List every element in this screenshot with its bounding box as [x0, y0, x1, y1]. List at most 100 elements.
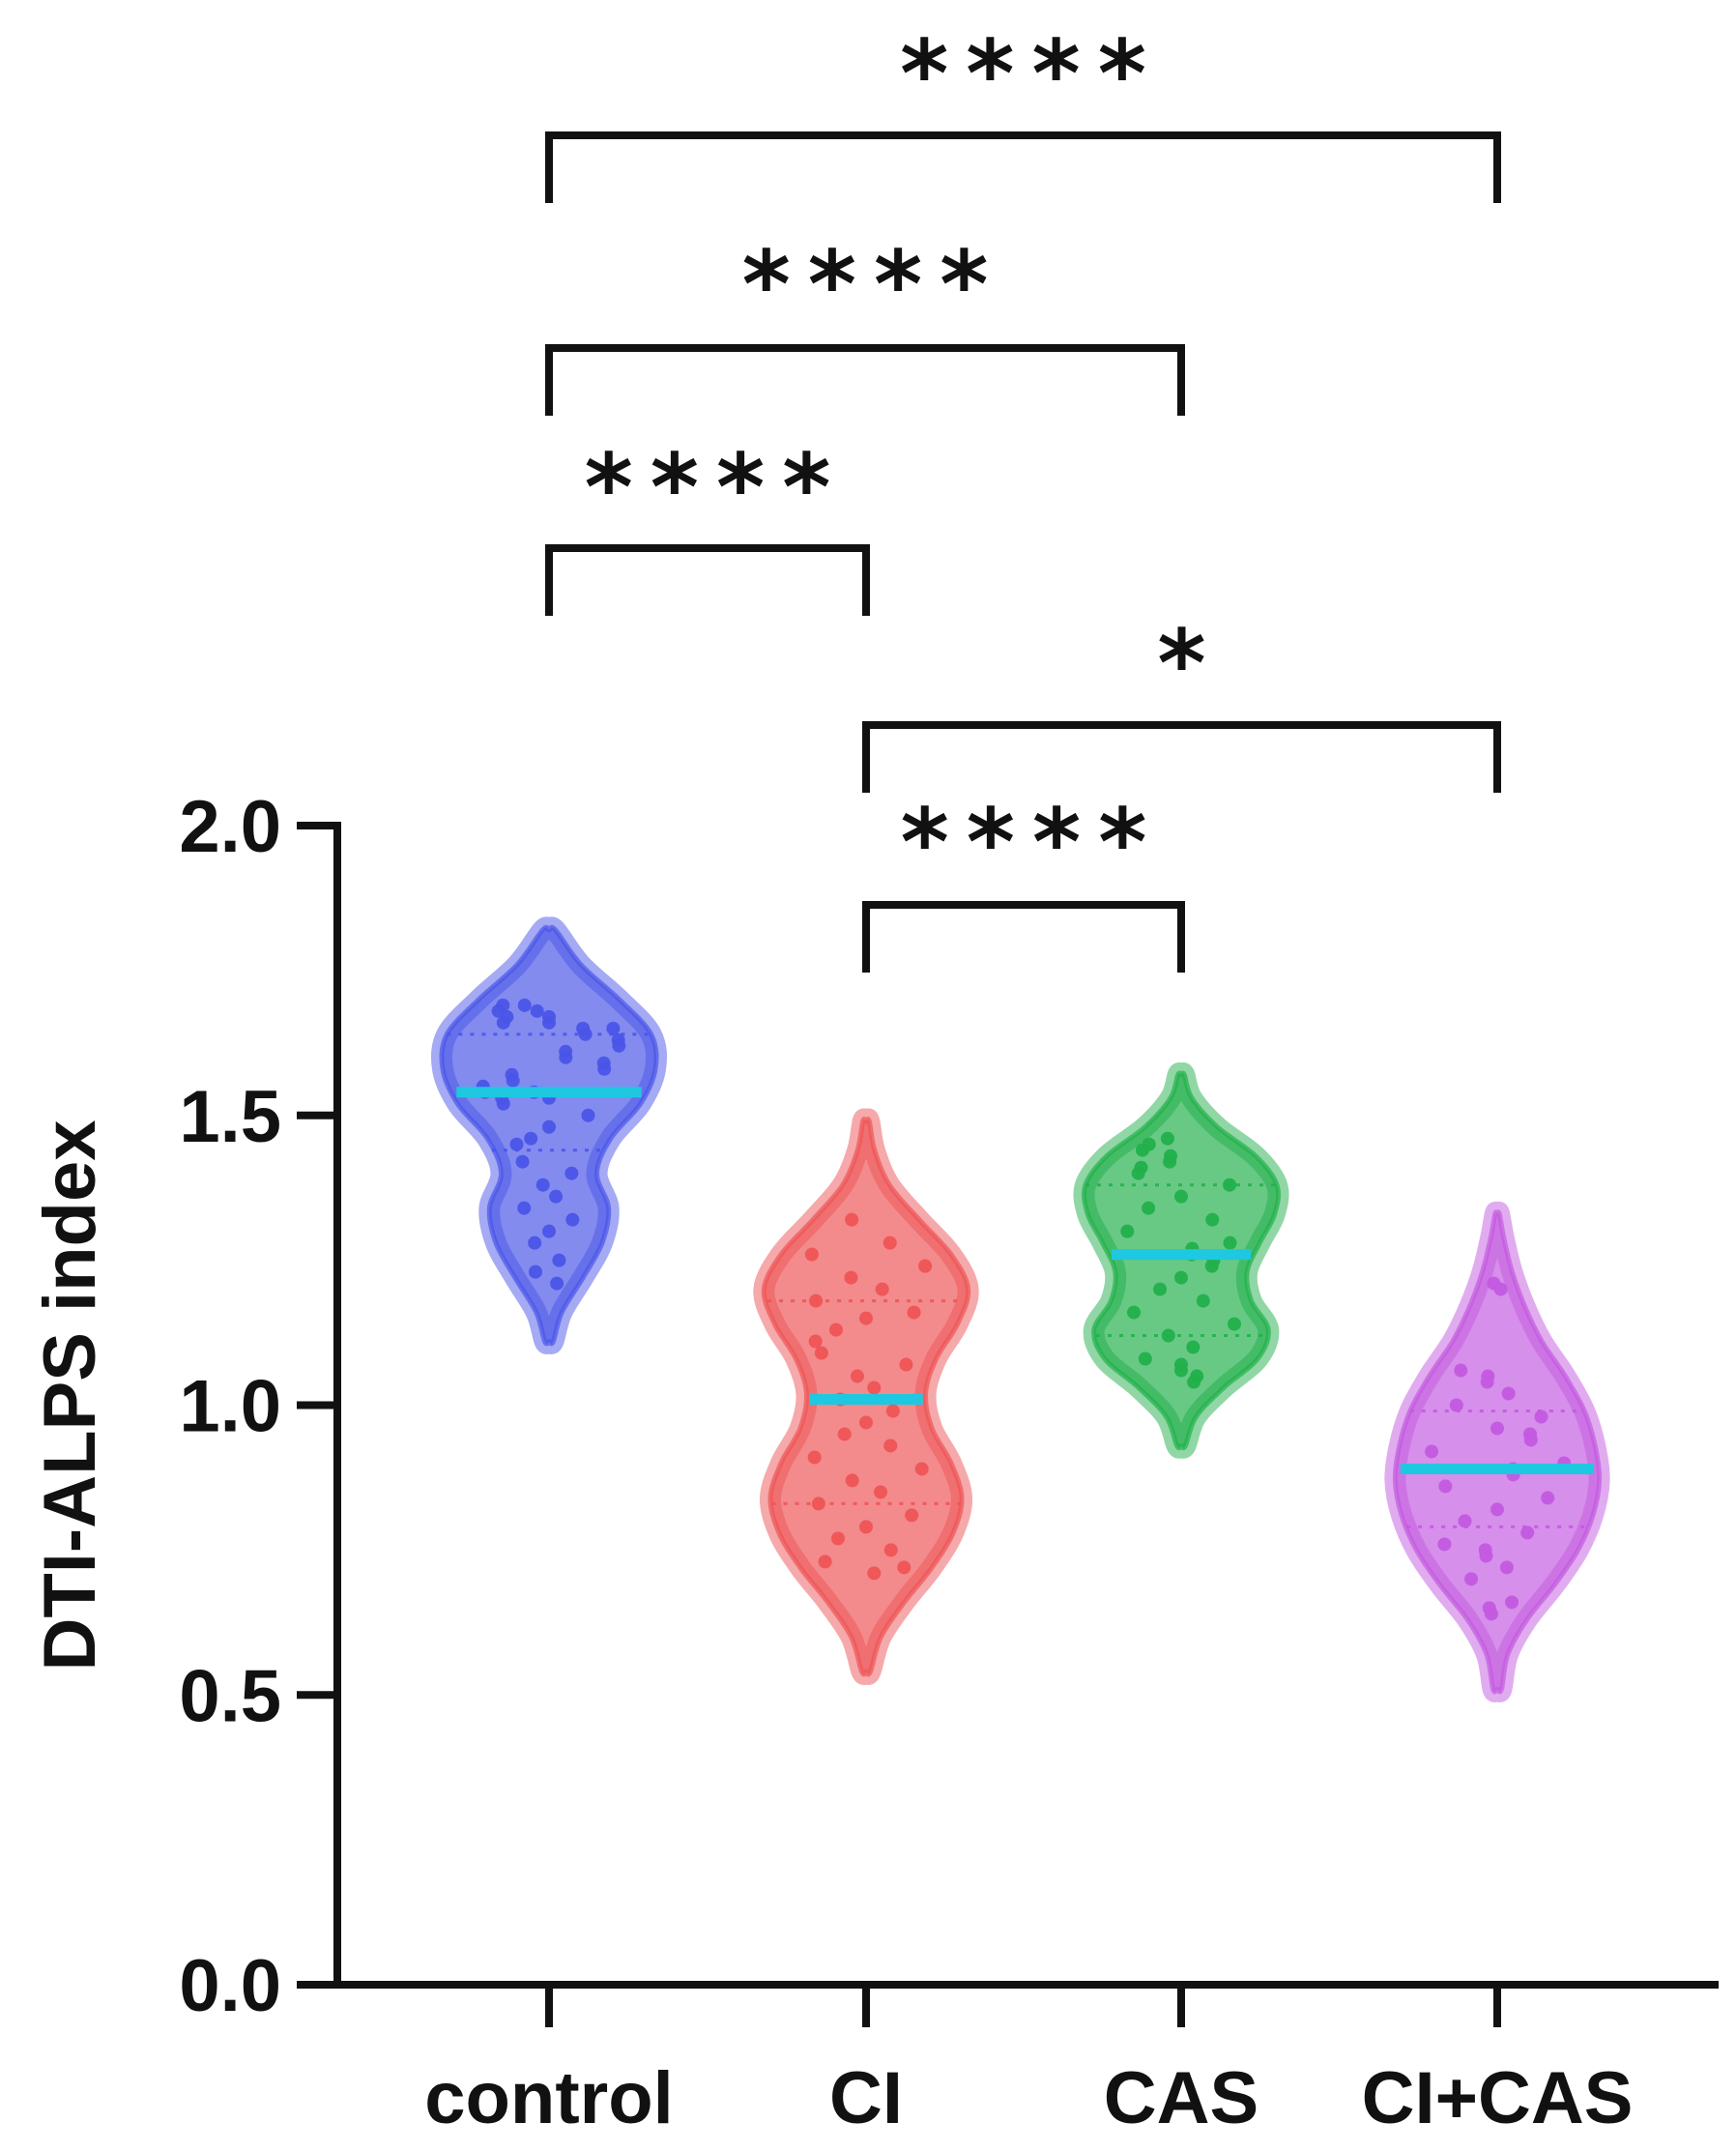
- violin-body: [1081, 1070, 1282, 1451]
- data-point: [1499, 1560, 1514, 1575]
- y-tick-label: 1.5: [179, 1076, 281, 1158]
- data-point: [875, 1282, 889, 1296]
- data-point: [564, 1166, 579, 1180]
- data-point: [1187, 1375, 1201, 1389]
- data-point: [1490, 1421, 1504, 1436]
- data-point: [818, 1555, 832, 1569]
- data-point: [808, 1334, 823, 1349]
- violins-layer: [430, 916, 1610, 1702]
- data-point: [1505, 1595, 1519, 1610]
- data-point: [1437, 1537, 1452, 1552]
- data-point: [807, 1450, 822, 1465]
- data-point: [1479, 1549, 1493, 1563]
- y-tick-label: 2.0: [179, 786, 281, 868]
- bracket-ci-vs-cas: ****: [862, 789, 1185, 973]
- axes-layer: 0.0 0.5 1.0 1.5 2.0 control CI CAS CI+CAS: [179, 786, 1719, 2139]
- data-point: [1131, 1166, 1145, 1180]
- data-point: [845, 1473, 859, 1488]
- data-point: [1153, 1282, 1168, 1296]
- violin-ci-cas: [1384, 1201, 1610, 1702]
- data-point: [530, 1003, 544, 1018]
- data-point: [1196, 1294, 1210, 1308]
- data-point: [1458, 1514, 1472, 1528]
- data-point: [549, 1189, 564, 1204]
- y-tick-label: 0.5: [179, 1655, 281, 1737]
- bracket-ci-vs-ci-cas: *: [862, 610, 1501, 793]
- data-point: [1438, 1479, 1453, 1494]
- data-point: [1480, 1375, 1494, 1389]
- data-point: [496, 1015, 510, 1030]
- violin-ci: [753, 1108, 979, 1685]
- data-point: [905, 1508, 919, 1523]
- violin-control: [430, 916, 668, 1354]
- y-tick-label: 0.0: [179, 1945, 281, 2027]
- data-point: [542, 1224, 556, 1238]
- x-tick-label: CAS: [1104, 2057, 1259, 2139]
- data-point: [883, 1439, 898, 1453]
- data-point: [496, 1096, 510, 1111]
- bracket-line: [545, 544, 870, 616]
- data-point: [828, 1323, 843, 1337]
- data-point: [859, 1311, 873, 1325]
- data-point: [535, 1177, 550, 1192]
- data-point: [517, 998, 532, 1012]
- x-tick-label: control: [424, 2057, 674, 2139]
- violin-body: [1392, 1209, 1603, 1695]
- data-point: [524, 1131, 538, 1146]
- data-point: [597, 1061, 612, 1076]
- data-point: [867, 1381, 882, 1395]
- data-point: [1534, 1410, 1548, 1424]
- data-point: [1174, 1189, 1188, 1204]
- y-tick-label: 1.0: [179, 1366, 281, 1448]
- data-point: [899, 1357, 913, 1372]
- data-point: [1142, 1201, 1156, 1215]
- data-point: [882, 1235, 897, 1250]
- data-point: [1454, 1363, 1468, 1378]
- data-point: [907, 1305, 921, 1320]
- bracket-control-vs-ci-cas: ****: [545, 20, 1501, 203]
- data-point: [814, 1346, 828, 1360]
- data-point: [850, 1369, 864, 1383]
- significance-label: *: [1157, 610, 1223, 718]
- data-point: [578, 1027, 593, 1041]
- data-point: [506, 1073, 520, 1088]
- data-point: [1161, 1328, 1175, 1343]
- bracket-line: [862, 721, 1501, 793]
- data-point: [1493, 1282, 1508, 1296]
- data-point: [542, 1119, 556, 1134]
- data-point: [1174, 1270, 1188, 1285]
- data-point: [874, 1485, 888, 1499]
- data-point: [1484, 1607, 1498, 1621]
- data-point: [804, 1247, 819, 1262]
- bracket-control-vs-ci: ****: [545, 434, 870, 616]
- data-point: [1186, 1340, 1201, 1354]
- data-point: [1160, 1131, 1174, 1146]
- data-point: [1449, 1398, 1463, 1412]
- data-point: [565, 1212, 580, 1227]
- data-point: [528, 1235, 542, 1250]
- data-point: [1520, 1526, 1535, 1540]
- data-point: [542, 1015, 556, 1030]
- data-point: [1501, 1386, 1516, 1401]
- x-tick-label: CI: [829, 2057, 903, 2139]
- data-point: [1227, 1317, 1241, 1331]
- data-point: [883, 1543, 898, 1557]
- data-point: [844, 1270, 858, 1285]
- data-point: [1223, 1177, 1237, 1192]
- data-point: [606, 1021, 621, 1035]
- significance-brackets: *****************: [545, 20, 1501, 973]
- significance-label: ****: [901, 789, 1165, 897]
- data-point: [1425, 1444, 1439, 1459]
- y-axis-label: DTI-ALPS index: [29, 1119, 111, 1671]
- data-point: [859, 1520, 873, 1534]
- data-point: [914, 1462, 929, 1476]
- data-point: [1541, 1491, 1555, 1505]
- data-point: [559, 1050, 573, 1064]
- data-point: [867, 1566, 882, 1581]
- violin-body: [439, 924, 659, 1347]
- bracket-line: [545, 131, 1501, 203]
- data-point: [1523, 1433, 1538, 1447]
- data-point: [885, 1404, 900, 1418]
- data-point: [612, 1038, 626, 1053]
